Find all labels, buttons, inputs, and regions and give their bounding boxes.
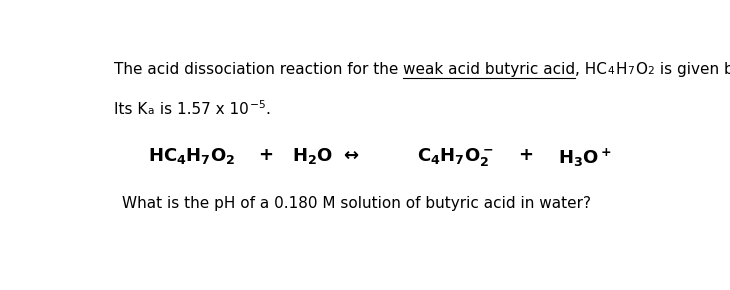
Text: $\mathbf{C_4H_7O_2^-}$: $\mathbf{C_4H_7O_2^-}$ (417, 146, 493, 168)
Text: H: H (615, 61, 627, 77)
Text: $\mathbf{H_3O^+}$: $\mathbf{H_3O^+}$ (558, 146, 612, 169)
Text: $\mathbf{HC_4H_7O_2}$: $\mathbf{HC_4H_7O_2}$ (147, 146, 235, 166)
Text: $\mathregular{_2}$: $\mathregular{_2}$ (647, 61, 655, 77)
Text: , HC: , HC (575, 61, 607, 77)
Text: Its K: Its K (114, 102, 147, 117)
Text: $\mathregular{_4}$: $\mathregular{_4}$ (607, 61, 615, 77)
Text: $\mathregular{_7}$: $\mathregular{_7}$ (627, 61, 635, 77)
Text: $\mathbf{H_2O}$: $\mathbf{H_2O}$ (292, 146, 333, 166)
Text: is given below.: is given below. (655, 61, 730, 77)
Text: .: . (266, 102, 270, 117)
Text: is 1.57 x 10: is 1.57 x 10 (155, 102, 249, 117)
Text: ↔: ↔ (343, 146, 358, 164)
Text: $\mathregular{^{-5}}$: $\mathregular{^{-5}}$ (249, 102, 266, 117)
Text: weak acid butyric acid: weak acid butyric acid (403, 61, 575, 77)
Text: The acid dissociation reaction for the: The acid dissociation reaction for the (114, 61, 403, 77)
Text: $\mathbf{+}$: $\mathbf{+}$ (258, 146, 273, 164)
Text: What is the pH of a 0.180 M solution of butyric acid in water?: What is the pH of a 0.180 M solution of … (123, 195, 591, 211)
Text: $\mathregular{_a}$: $\mathregular{_a}$ (147, 102, 155, 117)
Text: $\mathbf{+}$: $\mathbf{+}$ (518, 146, 534, 164)
Text: O: O (635, 61, 647, 77)
